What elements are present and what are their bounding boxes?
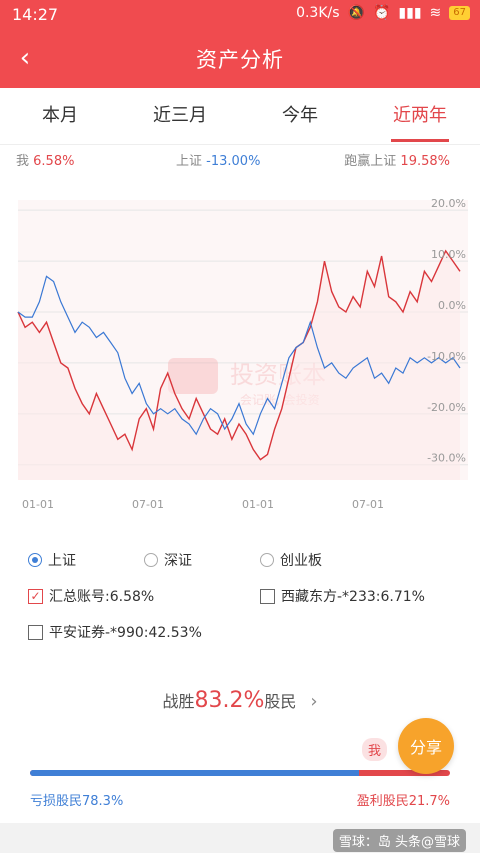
signal-icon: ▮▮▮ — [398, 5, 422, 21]
my-return-value: 6.58% — [33, 154, 75, 169]
checkbox-unchecked-icon — [28, 624, 43, 640]
series-line-account — [17, 249, 461, 461]
network-speed: 0.3K/s — [296, 5, 340, 21]
battery-icon: 67 — [449, 6, 470, 20]
y-tick-label: 10.0% — [431, 248, 466, 261]
chevron-left-icon: ‹ — [19, 43, 31, 73]
index-return: 上证 -13.00% — [176, 150, 260, 169]
account-label: 平安证券-*990:42.53% — [49, 625, 202, 641]
index-return-label: 上证 — [176, 154, 203, 169]
x-tick-label: 07-01 — [352, 498, 384, 511]
y-tick-label: 20.0% — [431, 197, 466, 210]
tab-two-years[interactable]: 近两年 — [360, 88, 480, 144]
checkbox-checked-icon: ✓ — [28, 588, 43, 604]
x-tick-label: 01-01 — [242, 498, 274, 511]
series-line-index — [17, 275, 461, 436]
y-tick-label: -30.0% — [427, 452, 466, 465]
back-button[interactable]: ‹ — [10, 40, 40, 76]
index-return-value: -13.00% — [206, 154, 261, 169]
benchmark-label: 创业板 — [280, 553, 322, 569]
rank-suffix: 股民 — [264, 692, 297, 711]
radio-checked-icon — [28, 553, 42, 567]
mute-icon: 🔕 — [347, 5, 365, 21]
loss-label: 亏损股民78.3% — [30, 794, 124, 809]
benchmark-shanghai[interactable]: 上证 — [28, 550, 76, 570]
page-title: 资产分析 — [196, 48, 284, 72]
account-area — [18, 250, 460, 480]
alarm-icon: ⏰ — [372, 5, 391, 21]
x-tick-label: 07-01 — [132, 498, 164, 511]
radio-unchecked-icon — [144, 553, 158, 567]
account-xizang-checkbox[interactable]: 西藏东方-*233:6.71% — [260, 586, 425, 606]
share-button[interactable]: 分享 — [398, 718, 454, 774]
beat-index-value: 19.58% — [400, 154, 450, 169]
tab-this-year[interactable]: 今年 — [282, 105, 318, 126]
benchmark-shenzhen[interactable]: 深证 — [144, 550, 192, 570]
footer: 雪球：岛 头条@雪球 — [0, 823, 480, 853]
status-time: 14:27 — [12, 5, 59, 24]
beat-index-label: 跑赢上证 — [344, 154, 397, 169]
period-tabs: 本月 近三月 今年 近两年 — [0, 88, 480, 145]
rank-summary[interactable]: 战胜83.2%股民 › — [0, 688, 480, 713]
return-chart[interactable]: 投资账本 会记账, 会投资 20.0%10.0%0.0%-10.0%-20.0%… — [0, 190, 480, 520]
y-tick-label: -10.0% — [427, 350, 466, 363]
chevron-right-icon: › — [310, 691, 318, 712]
my-position-tag: 我 — [362, 738, 388, 761]
tab-three-months[interactable]: 近三月 — [153, 105, 207, 126]
profit-label: 盈利股民21.7% — [356, 794, 450, 809]
app-header: ‹ 资产分析 — [0, 30, 480, 88]
benchmark-chinext[interactable]: 创业板 — [260, 550, 322, 570]
account-label: 汇总账号:6.58% — [49, 589, 155, 605]
radio-unchecked-icon — [260, 553, 274, 567]
return-summary: 我 6.58% 上证 -13.00% 跑赢上证 19.58% — [0, 150, 480, 172]
loss-fill — [30, 770, 359, 776]
account-pingan-checkbox[interactable]: 平安证券-*990:42.53% — [28, 622, 202, 642]
distribution-bar — [30, 770, 450, 776]
status-icons: 0.3K/s 🔕 ⏰ ▮▮▮ ≋ 67 — [296, 5, 470, 21]
status-bar: 14:27 0.3K/s 🔕 ⏰ ▮▮▮ ≋ 67 — [0, 0, 480, 30]
rank-prefix: 战胜 — [162, 692, 195, 711]
x-tick-label: 01-01 — [22, 498, 54, 511]
checkbox-unchecked-icon — [260, 588, 275, 604]
y-tick-label: 0.0% — [438, 299, 466, 312]
account-summary-checkbox[interactable]: ✓ 汇总账号:6.58% — [28, 586, 154, 606]
watermark-logo — [168, 358, 218, 394]
tab-this-month[interactable]: 本月 — [42, 105, 78, 126]
benchmark-label: 上证 — [48, 553, 76, 569]
y-tick-label: -20.0% — [427, 401, 466, 414]
wifi-icon: ≋ — [429, 5, 442, 21]
my-return-label: 我 — [16, 154, 30, 169]
my-return: 我 6.58% — [16, 150, 74, 169]
beat-index: 跑赢上证 19.58% — [344, 150, 450, 169]
watermark-credit: 雪球：岛 头条@雪球 — [332, 829, 466, 852]
benchmark-label: 深证 — [164, 553, 192, 569]
rank-value: 83.2% — [194, 688, 265, 713]
account-label: 西藏东方-*233:6.71% — [281, 589, 425, 605]
